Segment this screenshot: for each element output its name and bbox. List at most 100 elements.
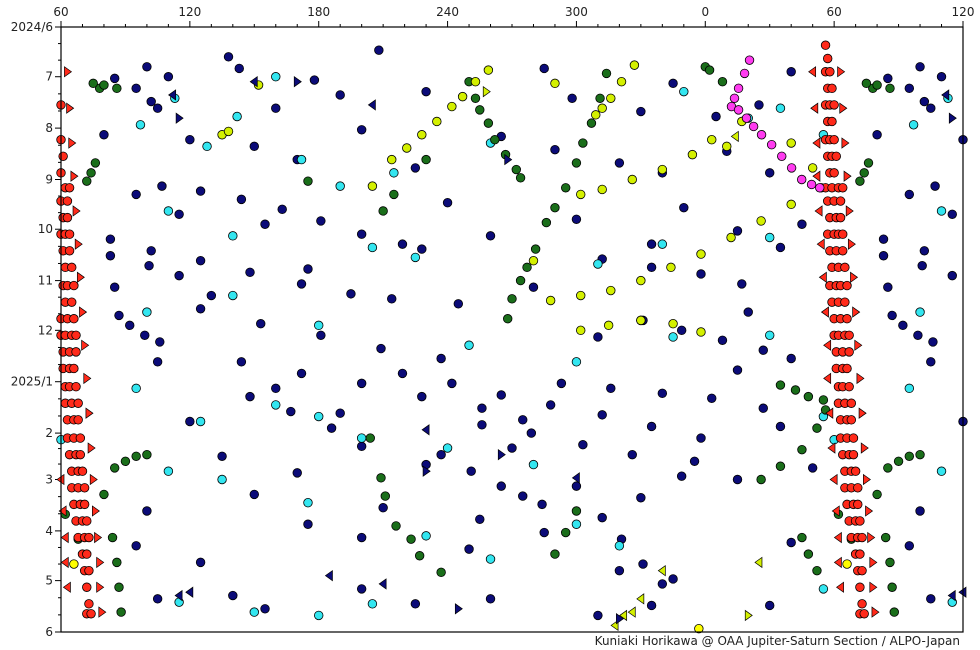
data-point — [112, 83, 122, 94]
data-point — [260, 219, 270, 229]
data-point — [69, 280, 79, 291]
data-point — [77, 466, 88, 476]
data-point-triangle-left — [812, 137, 821, 149]
data-point — [550, 549, 560, 559]
data-point-triangle-left — [833, 556, 842, 569]
data-point — [271, 103, 281, 113]
data-point — [835, 212, 846, 223]
data-point — [606, 383, 616, 394]
data-point — [696, 269, 706, 279]
data-point-triangle-right — [852, 306, 861, 318]
data-point — [195, 416, 206, 427]
data-point — [657, 164, 668, 175]
data-point — [732, 226, 743, 236]
data-point — [367, 599, 378, 609]
data-point — [367, 242, 378, 253]
data-point-triangle-right — [867, 531, 876, 544]
data-point — [853, 483, 863, 493]
x-tick-label: 300 — [565, 5, 588, 19]
data-point — [597, 184, 607, 195]
data-point — [195, 304, 206, 314]
data-point-triangle-left — [571, 472, 580, 484]
data-point-triangle-right — [837, 66, 846, 78]
data-point — [292, 468, 302, 478]
data-point — [335, 408, 345, 418]
data-point-triangle-right — [504, 153, 513, 166]
data-point-triangle-left — [823, 339, 832, 351]
data-point — [114, 310, 124, 321]
data-point-triangle-left — [833, 531, 842, 544]
data-point — [829, 135, 839, 145]
data-point — [112, 557, 122, 568]
data-point — [131, 189, 141, 200]
data-point — [756, 216, 766, 226]
data-point — [303, 498, 313, 508]
data-point — [223, 126, 234, 137]
data-point-triangle-left — [831, 505, 840, 517]
data-point-triangle-right — [865, 505, 874, 517]
data-point — [202, 141, 212, 152]
data-point-triangle-right — [72, 205, 81, 217]
x-tick-label: 120 — [952, 5, 975, 19]
data-point — [303, 176, 313, 186]
y-tick-label: 2024/6 — [11, 20, 53, 34]
data-point — [857, 532, 867, 543]
x-tick-label: 60 — [53, 5, 68, 19]
data-point — [571, 506, 582, 516]
data-point — [818, 584, 829, 594]
data-point-triangle-left — [636, 593, 645, 605]
data-point — [765, 232, 775, 243]
data-point — [823, 53, 833, 64]
data-point — [496, 481, 506, 491]
data-point — [861, 78, 872, 89]
data-point — [904, 189, 915, 200]
data-point — [848, 449, 859, 460]
data-point — [417, 130, 427, 140]
data-point — [775, 461, 786, 471]
data-point — [511, 164, 521, 175]
data-point-triangle-left — [174, 589, 183, 602]
data-point-triangle-right — [422, 465, 431, 477]
data-point — [797, 174, 807, 185]
data-point — [827, 116, 837, 127]
data-point — [850, 466, 861, 476]
data-point — [144, 260, 154, 271]
data-point — [748, 121, 759, 132]
data-point — [496, 390, 506, 400]
data-point-triangle-right — [87, 442, 96, 454]
data-point — [786, 199, 796, 210]
data-point — [378, 502, 388, 513]
data-point — [947, 270, 957, 281]
data-point — [926, 103, 936, 113]
data-point — [578, 138, 588, 148]
data-point — [842, 280, 852, 291]
data-point — [846, 398, 857, 408]
data-point — [883, 463, 893, 473]
data-point — [679, 86, 689, 97]
data-point — [528, 459, 539, 470]
data-point — [729, 93, 740, 103]
data-point — [586, 118, 597, 128]
data-point — [844, 330, 854, 341]
y-tick-label: 3 — [45, 473, 53, 487]
data-point — [657, 388, 668, 399]
data-point — [71, 347, 81, 357]
data-point-triangle-right — [293, 76, 302, 88]
data-point — [64, 229, 75, 239]
data-point — [82, 516, 92, 526]
data-point — [152, 357, 163, 367]
data-point — [576, 325, 586, 336]
data-point — [627, 449, 637, 460]
data-point — [855, 582, 865, 592]
data-point — [67, 297, 77, 307]
data-point — [62, 196, 73, 206]
data-point — [402, 143, 412, 153]
data-point-triangle-right — [843, 170, 852, 182]
data-point — [889, 607, 899, 617]
data-point — [356, 532, 367, 543]
data-point — [732, 365, 743, 375]
data-point — [687, 149, 698, 160]
data-point — [131, 383, 141, 394]
data-point — [256, 318, 266, 329]
data-point — [668, 318, 678, 329]
